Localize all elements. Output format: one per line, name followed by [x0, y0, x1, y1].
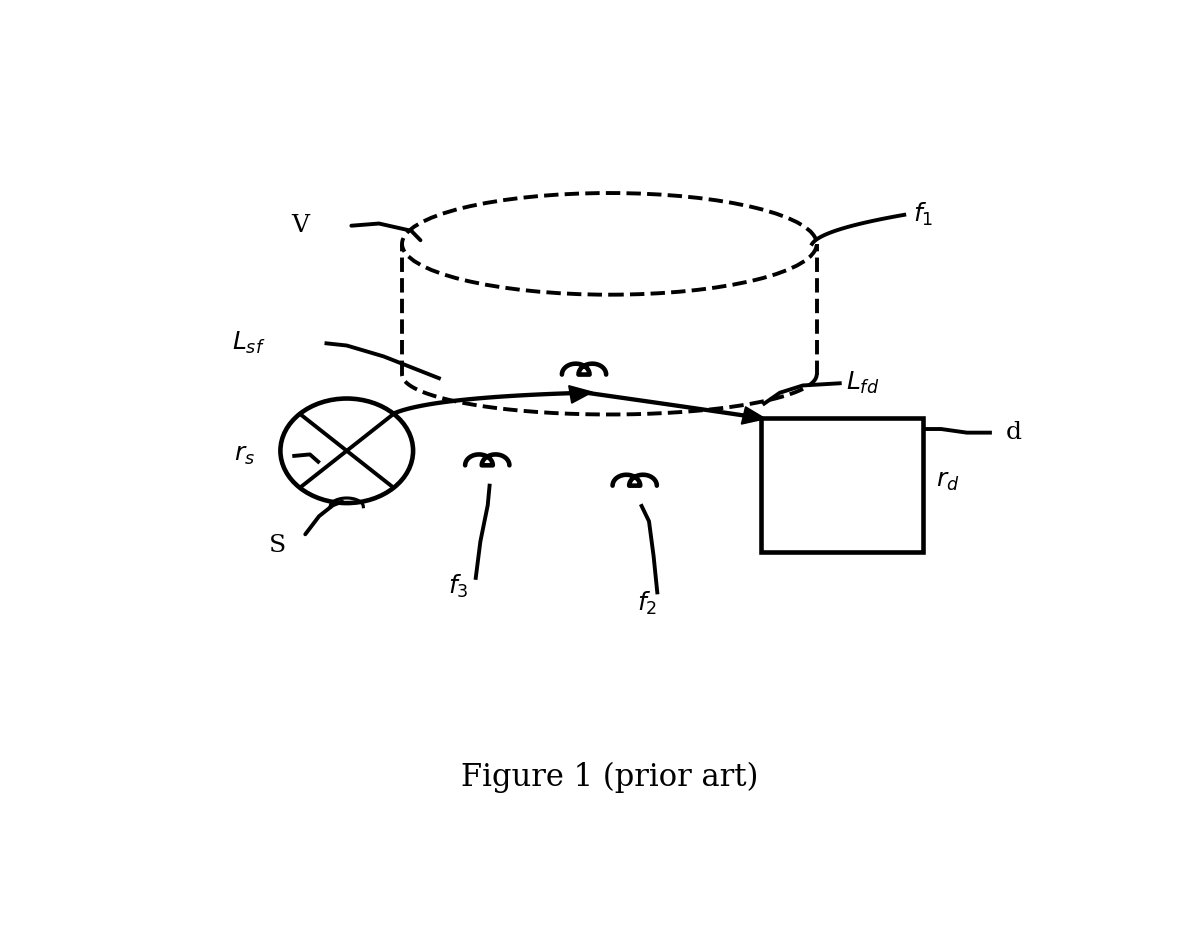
- Text: $r_s$: $r_s$: [234, 444, 256, 468]
- Text: Figure 1 (prior art): Figure 1 (prior art): [460, 762, 759, 793]
- Text: S: S: [269, 534, 285, 556]
- Text: $f_1$: $f_1$: [913, 201, 933, 228]
- Bar: [761, 418, 923, 553]
- Polygon shape: [742, 406, 766, 424]
- Text: $f_3$: $f_3$: [448, 573, 468, 600]
- Text: $f_2$: $f_2$: [637, 589, 658, 617]
- Text: d: d: [1006, 422, 1021, 444]
- Text: $r_d$: $r_d$: [937, 470, 960, 493]
- Polygon shape: [568, 386, 592, 403]
- Text: $L_{sf}$: $L_{sf}$: [232, 330, 265, 356]
- Text: $L_{fd}$: $L_{fd}$: [847, 371, 880, 396]
- Text: V: V: [291, 214, 309, 238]
